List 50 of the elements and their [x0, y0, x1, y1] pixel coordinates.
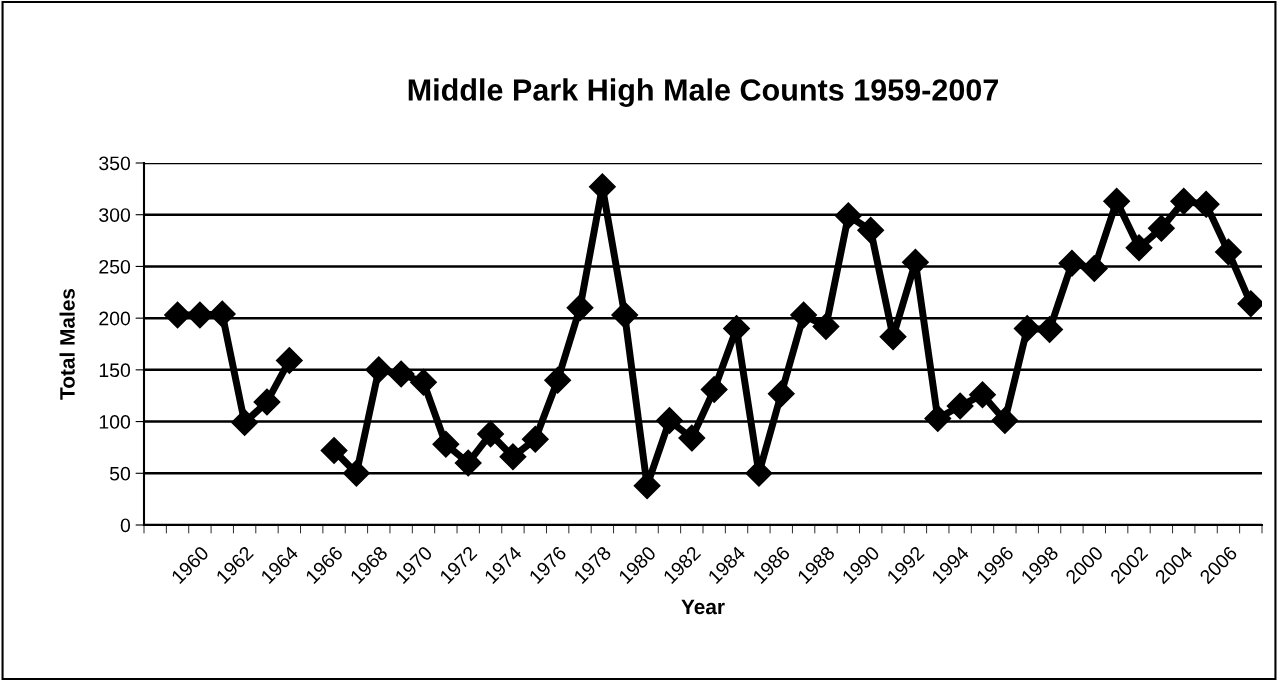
point — [834, 202, 862, 230]
point — [969, 381, 996, 409]
point — [1125, 234, 1153, 262]
point — [857, 216, 885, 244]
point — [655, 407, 683, 434]
point — [454, 449, 482, 477]
point — [1080, 255, 1108, 282]
point — [991, 407, 1019, 434]
point — [499, 443, 527, 471]
point — [1058, 249, 1086, 277]
point — [365, 356, 393, 384]
point — [1103, 187, 1131, 215]
point — [1036, 316, 1064, 343]
point — [410, 368, 437, 396]
point — [387, 360, 415, 388]
point — [767, 380, 795, 408]
y-tick-label: 150 — [99, 363, 131, 378]
point — [924, 405, 952, 432]
y-tick-label: 250 — [99, 259, 131, 274]
point — [1013, 315, 1041, 342]
y-tick-label: 0 — [120, 518, 131, 533]
point — [790, 301, 818, 329]
point — [544, 366, 572, 394]
point — [1170, 187, 1198, 215]
point — [566, 294, 594, 322]
point — [1214, 238, 1242, 266]
point — [611, 301, 639, 329]
point — [521, 425, 549, 453]
y-tick-label: 350 — [99, 156, 131, 171]
point — [208, 300, 236, 328]
x-axis-title: Year — [681, 599, 725, 615]
y-tick-label: 300 — [99, 208, 131, 222]
y-tick-label: 100 — [99, 415, 131, 429]
y-axis-title: Total Males — [59, 288, 75, 400]
point — [320, 437, 348, 464]
point — [275, 347, 303, 375]
point — [477, 420, 505, 448]
point — [432, 430, 460, 458]
point — [946, 392, 974, 420]
point — [1147, 214, 1175, 242]
point — [812, 312, 840, 340]
point — [231, 409, 259, 437]
y-tick-label: 200 — [99, 311, 131, 326]
y-tick-label: 50 — [109, 466, 131, 481]
point — [1192, 190, 1220, 218]
chart-title: Middle Park High Male Counts 1959-2007 — [408, 78, 998, 107]
point — [253, 388, 281, 416]
point — [342, 459, 370, 487]
point — [700, 376, 728, 403]
point — [678, 424, 706, 452]
